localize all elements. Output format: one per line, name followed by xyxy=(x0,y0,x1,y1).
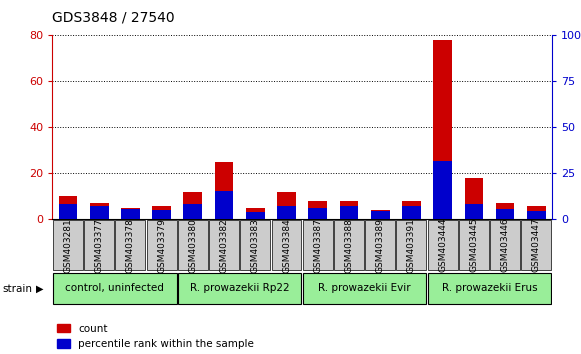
Bar xyxy=(371,211,389,219)
Bar xyxy=(402,206,421,219)
Bar xyxy=(89,203,109,219)
FancyBboxPatch shape xyxy=(209,220,239,270)
Bar xyxy=(496,203,514,219)
Bar xyxy=(89,206,109,219)
Bar xyxy=(309,207,327,219)
Text: GSM403388: GSM403388 xyxy=(345,218,353,273)
Text: GSM403446: GSM403446 xyxy=(501,218,510,273)
Text: GSM403391: GSM403391 xyxy=(407,218,416,273)
Text: GSM403378: GSM403378 xyxy=(126,218,135,273)
Text: GSM403387: GSM403387 xyxy=(313,218,322,273)
Text: GSM403281: GSM403281 xyxy=(63,218,73,273)
FancyBboxPatch shape xyxy=(303,220,333,270)
Bar xyxy=(465,204,483,219)
Bar xyxy=(433,40,452,219)
Text: R. prowazekii Rp22: R. prowazekii Rp22 xyxy=(190,283,289,293)
Text: GSM403447: GSM403447 xyxy=(532,218,541,273)
Text: GSM403389: GSM403389 xyxy=(376,218,385,273)
FancyBboxPatch shape xyxy=(178,220,208,270)
FancyBboxPatch shape xyxy=(428,273,551,304)
FancyBboxPatch shape xyxy=(459,220,489,270)
FancyBboxPatch shape xyxy=(146,220,177,270)
FancyBboxPatch shape xyxy=(53,273,177,304)
FancyBboxPatch shape xyxy=(271,220,302,270)
Bar xyxy=(277,192,296,219)
Bar xyxy=(309,201,327,219)
Bar xyxy=(339,201,358,219)
FancyBboxPatch shape xyxy=(241,220,270,270)
Bar xyxy=(246,212,264,219)
Text: R. prowazekii Evir: R. prowazekii Evir xyxy=(318,283,411,293)
Text: GSM403377: GSM403377 xyxy=(95,218,103,273)
Text: GSM403445: GSM403445 xyxy=(469,218,478,273)
Bar xyxy=(496,209,514,219)
Bar xyxy=(465,178,483,219)
Bar xyxy=(152,206,171,219)
Text: strain: strain xyxy=(3,284,33,293)
Text: GSM403444: GSM403444 xyxy=(438,218,447,272)
FancyBboxPatch shape xyxy=(53,220,83,270)
FancyBboxPatch shape xyxy=(396,220,426,270)
Bar xyxy=(184,204,202,219)
FancyBboxPatch shape xyxy=(84,220,114,270)
Text: GSM403384: GSM403384 xyxy=(282,218,291,273)
Bar xyxy=(152,210,171,219)
FancyBboxPatch shape xyxy=(365,220,395,270)
Bar xyxy=(214,162,234,219)
Bar xyxy=(527,206,546,219)
FancyBboxPatch shape xyxy=(428,220,458,270)
Text: R. prowazekii Erus: R. prowazekii Erus xyxy=(442,283,537,293)
Bar xyxy=(184,192,202,219)
Bar xyxy=(277,206,296,219)
Bar xyxy=(214,191,234,219)
Text: control, uninfected: control, uninfected xyxy=(65,283,164,293)
Bar xyxy=(402,201,421,219)
Bar xyxy=(339,206,358,219)
Legend: count, percentile rank within the sample: count, percentile rank within the sample xyxy=(58,324,254,349)
Bar xyxy=(59,204,77,219)
FancyBboxPatch shape xyxy=(178,273,302,304)
Bar xyxy=(121,209,139,219)
Bar xyxy=(246,208,264,219)
FancyBboxPatch shape xyxy=(490,220,520,270)
FancyBboxPatch shape xyxy=(116,220,145,270)
Bar xyxy=(59,196,77,219)
Text: GSM403383: GSM403383 xyxy=(251,218,260,273)
Bar xyxy=(371,210,389,219)
Text: GSM403379: GSM403379 xyxy=(157,218,166,273)
Text: GSM403382: GSM403382 xyxy=(220,218,228,273)
Text: GDS3848 / 27540: GDS3848 / 27540 xyxy=(52,11,175,25)
Bar xyxy=(527,211,546,219)
FancyBboxPatch shape xyxy=(521,220,551,270)
Bar xyxy=(433,161,452,219)
Text: ▶: ▶ xyxy=(36,284,44,293)
Text: GSM403380: GSM403380 xyxy=(188,218,198,273)
FancyBboxPatch shape xyxy=(303,273,426,304)
Bar xyxy=(121,208,139,219)
FancyBboxPatch shape xyxy=(334,220,364,270)
